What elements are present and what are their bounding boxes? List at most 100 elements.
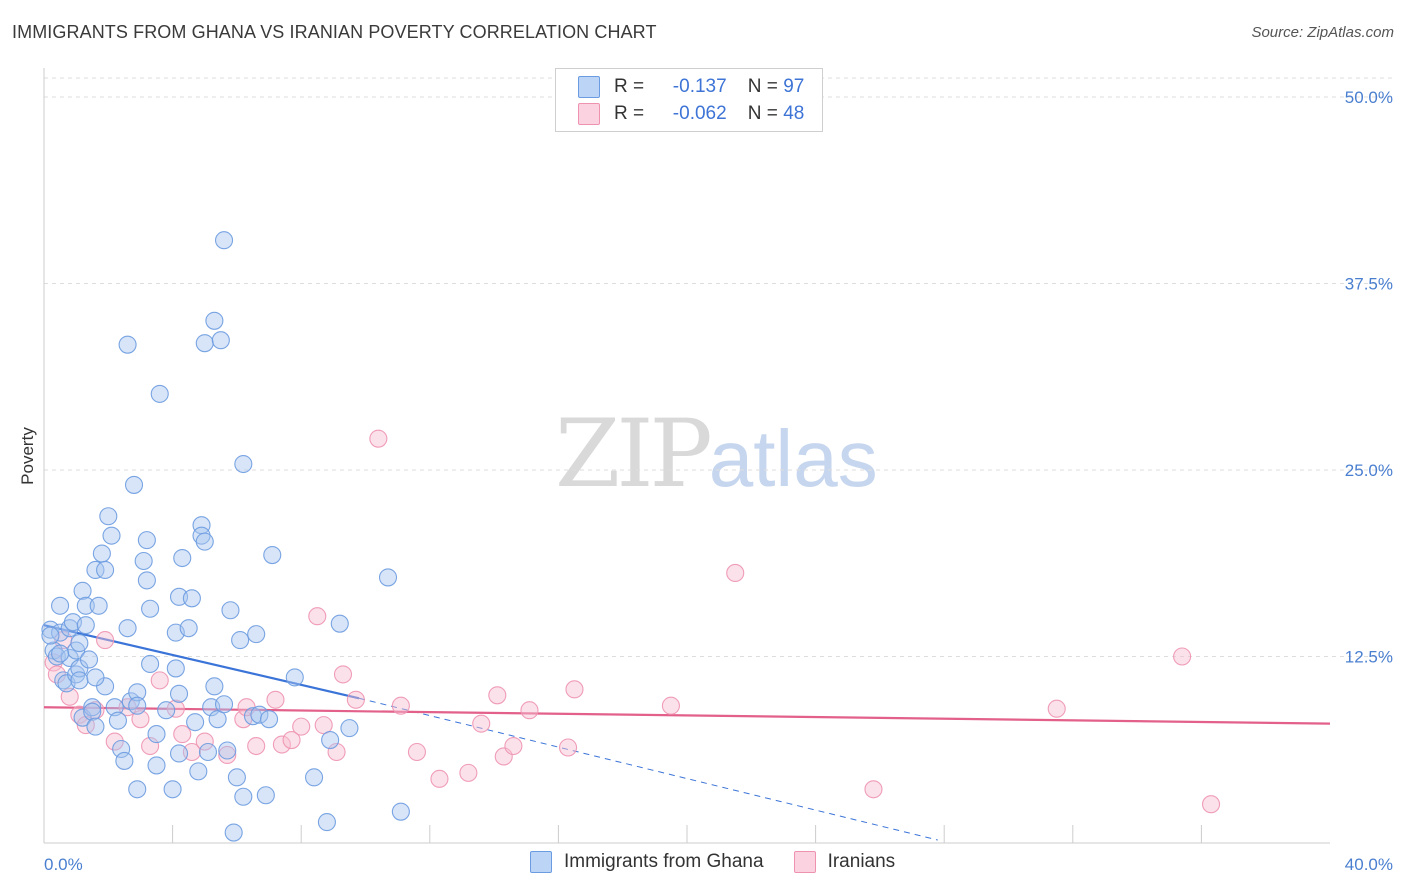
point-ghana [70,671,89,690]
y-tick-label: 37.5% [1345,275,1393,294]
point-ghana [340,719,359,738]
point-iranians [726,563,745,582]
legend-row-ghana: R = -0.137 N = 97 [578,74,804,100]
point-ghana [211,331,230,350]
point-ghana [128,780,147,799]
legend-swatch-iranians [578,103,600,125]
point-ghana [99,507,118,526]
point-iranians [96,631,115,650]
point-ghana [234,787,253,806]
axes [43,68,1330,844]
point-iranians [346,690,365,709]
point-ghana [247,625,266,644]
point-ghana [118,619,137,638]
point-ghana [218,741,237,760]
grid-lines [44,77,1392,657]
legend-r-value: -0.062 [672,103,727,124]
point-ghana [147,756,166,775]
point-ghana [76,616,95,635]
point-ghana [102,526,121,545]
point-iranians [472,714,491,733]
point-ghana [198,742,218,762]
point-ghana [73,581,92,600]
point-ghana [231,631,250,650]
point-iranians [166,699,185,718]
point-ghana [118,335,137,354]
point-ghana [391,802,410,821]
legend-row-iranians: R = -0.062 N = 48 [578,101,804,127]
point-ghana [112,739,131,759]
series-swatch-iranians [793,851,816,873]
point-iranians [520,701,539,720]
point-iranians [173,725,192,744]
point-ghana [256,786,275,805]
point-iranians [131,710,150,729]
point-ghana [169,684,189,703]
point-ghana [92,544,111,563]
point-ghana [157,701,176,720]
chart-title: IMMIGRANTS FROM GHANA VS IRANIAN POVERTY… [12,22,657,42]
point-ghana [214,695,234,714]
y-axis-label: Poverty [18,427,37,485]
point-ghana [51,596,70,615]
point-ghana [224,823,243,842]
point-ghana [86,668,105,687]
point-ghana [86,717,105,736]
point-ghana [51,644,70,663]
point-ghana [83,698,102,717]
series-legend-ghana[interactable]: Immigrants from Ghana [530,851,764,873]
point-ghana [173,548,192,568]
x-tick-label: 0.0% [44,855,83,874]
point-ghana [163,780,182,799]
point-ghana [89,596,108,615]
point-ghana [195,334,214,353]
point-ghana [147,725,166,744]
point-ghana [378,568,398,587]
series-label-ghana: Immigrants from Ghana [564,851,764,872]
point-ghana [285,668,304,687]
point-ghana [317,813,336,832]
series-swatch-ghana [530,851,552,873]
point-ghana [186,713,205,732]
point-ghana [86,560,105,580]
series-legend-iranians[interactable]: Iranians [793,851,895,873]
point-ghana [141,654,160,674]
point-iranians [266,690,285,709]
point-ghana [128,683,147,702]
legend-swatch-ghana [578,76,600,98]
y-tick-label: 50.0% [1345,88,1393,107]
point-ghana [124,475,144,494]
point-iranians [150,671,169,690]
point-iranians [504,736,523,756]
point-ghana [83,702,102,721]
point-ghana [76,596,95,615]
point-ghana [141,599,160,618]
point-ghana [166,659,185,678]
point-iranians [565,680,584,699]
legend-r-label: R = [614,103,645,124]
point-ghana [250,705,269,724]
point-ghana [214,231,234,250]
point-iranians [1201,795,1221,814]
point-iranians [558,738,578,757]
point-ghana [70,634,89,653]
point-ghana [205,311,224,330]
point-ghana [227,768,246,787]
point-ghana [330,614,349,633]
point-iranians [430,769,449,788]
point-iranians [60,687,79,706]
point-iranians [282,731,301,750]
legend-n-value: 97 [783,76,805,97]
point-ghana [137,531,156,550]
point-iranians [247,736,266,756]
legend-r-label: R = [614,76,645,97]
point-iranians [314,716,333,735]
point-iranians [1047,699,1066,718]
point-iranians [391,696,410,715]
point-ghana [169,744,189,763]
point-iranians [218,745,237,765]
stats-legend: R = -0.137 N = 97 R = -0.062 N = 48 [555,68,823,132]
point-iranians [292,717,311,736]
y-tick-label: 25.0% [1345,461,1393,480]
